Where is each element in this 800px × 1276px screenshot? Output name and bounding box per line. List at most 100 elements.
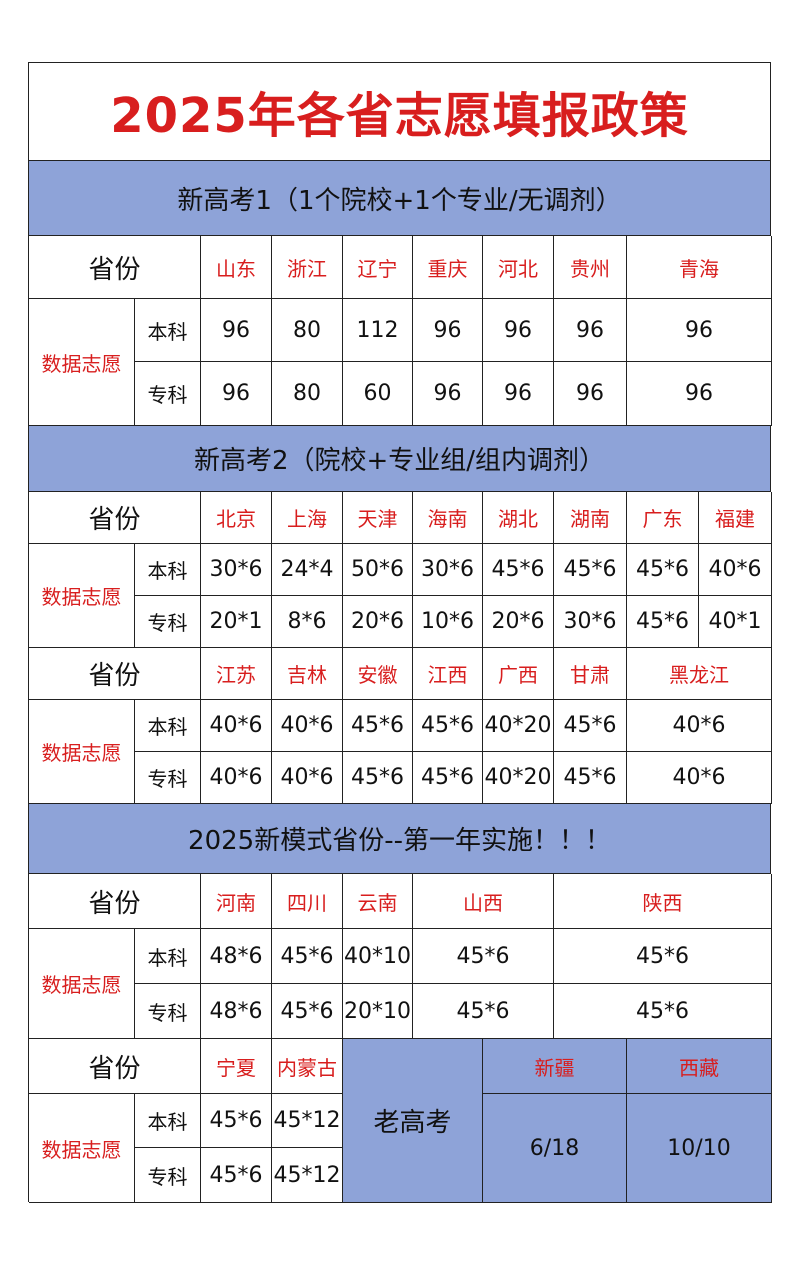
- value-cell: 20*6: [343, 596, 413, 648]
- province-name: 重庆: [413, 236, 483, 299]
- province-name: 新疆: [483, 1039, 627, 1094]
- value-cell: 40*1: [699, 596, 772, 648]
- province-name: 福建: [699, 492, 772, 544]
- value-cell: 45*6: [627, 596, 699, 648]
- value-cell: 96: [483, 299, 554, 362]
- value-cell: 60: [343, 362, 413, 426]
- value-cell: 40*10: [343, 929, 413, 984]
- province-name: 内蒙古: [272, 1039, 343, 1094]
- value-cell: 20*6: [483, 596, 554, 648]
- value-cell: 96: [554, 299, 627, 362]
- row-type-zhuanke: 专科: [135, 596, 201, 648]
- value-cell: 48*6: [201, 929, 272, 984]
- section1-heading: 新高考1（1个院校+1个专业/无调剂）: [28, 160, 771, 236]
- section2-heading: 新高考2（院校+专业组/组内调剂）: [28, 425, 771, 492]
- province-name: 山西: [413, 874, 554, 929]
- value-cell: 45*6: [201, 1094, 272, 1148]
- value-cell: 45*6: [413, 929, 554, 984]
- value-cell: 45*6: [413, 700, 483, 752]
- row-type-benke: 本科: [135, 544, 201, 596]
- value-cell: 40*20: [483, 752, 554, 804]
- value-cell: 40*20: [483, 700, 554, 752]
- row-type-zhuanke: 专科: [135, 752, 201, 804]
- province-name: 湖北: [483, 492, 554, 544]
- row-type-zhuanke: 专科: [135, 1148, 201, 1203]
- data-label: 数据志愿: [29, 544, 135, 648]
- value-cell: 45*6: [554, 700, 627, 752]
- value-cell: 45*6: [483, 544, 554, 596]
- value-cell: 20*10: [343, 984, 413, 1039]
- province-name: 上海: [272, 492, 343, 544]
- value-cell: 40*6: [699, 544, 772, 596]
- value-cell: 40*6: [272, 700, 343, 752]
- row-type-benke: 本科: [135, 299, 201, 362]
- value-cell: 50*6: [343, 544, 413, 596]
- value-cell: 30*6: [554, 596, 627, 648]
- province-name: 陕西: [554, 874, 772, 929]
- value-cell: 40*6: [201, 700, 272, 752]
- row-type-zhuanke: 专科: [135, 362, 201, 426]
- province-name: 北京: [201, 492, 272, 544]
- value-cell: 40*6: [201, 752, 272, 804]
- data-label: 数据志愿: [29, 929, 135, 1039]
- province-header: 省份: [29, 492, 201, 544]
- province-name: 吉林: [272, 648, 343, 700]
- value-cell: 96: [554, 362, 627, 426]
- value-cell: 96: [483, 362, 554, 426]
- province-header: 省份: [29, 648, 201, 700]
- value-cell: 45*6: [413, 752, 483, 804]
- value-cell: 45*6: [554, 984, 772, 1039]
- value-cell: 45*6: [272, 984, 343, 1039]
- province-name: 河北: [483, 236, 554, 299]
- province-name: 宁夏: [201, 1039, 272, 1094]
- value-cell: 45*12: [272, 1148, 343, 1203]
- value-cell: 40*6: [627, 752, 772, 804]
- province-name: 广东: [627, 492, 699, 544]
- data-label: 数据志愿: [29, 700, 135, 804]
- province-name: 河南: [201, 874, 272, 929]
- province-name: 四川: [272, 874, 343, 929]
- value-cell: 8*6: [272, 596, 343, 648]
- value-cell: 45*6: [554, 544, 627, 596]
- row-type-benke: 本科: [135, 1094, 201, 1148]
- value-cell: 20*1: [201, 596, 272, 648]
- province-header: 省份: [29, 1039, 201, 1094]
- value-cell: 96: [413, 362, 483, 426]
- value-cell: 45*6: [272, 929, 343, 984]
- value-cell: 80: [272, 299, 343, 362]
- value-cell: 96: [627, 299, 772, 362]
- section3-heading: 2025新模式省份--第一年实施！！！: [28, 803, 771, 874]
- value-cell: 45*6: [201, 1148, 272, 1203]
- province-name: 黑龙江: [627, 648, 772, 700]
- value-cell: 10*6: [413, 596, 483, 648]
- value-cell: 45*6: [343, 700, 413, 752]
- value-cell: 40*6: [627, 700, 772, 752]
- province-name: 贵州: [554, 236, 627, 299]
- value-cell: 45*12: [272, 1094, 343, 1148]
- province-name: 青海: [627, 236, 772, 299]
- old-gaokao-label: 老高考: [343, 1039, 483, 1203]
- province-name: 辽宁: [343, 236, 413, 299]
- province-name: 山东: [201, 236, 272, 299]
- province-name: 浙江: [272, 236, 343, 299]
- value-cell: 48*6: [201, 984, 272, 1039]
- value-cell: 96: [413, 299, 483, 362]
- data-label: 数据志愿: [29, 1094, 135, 1203]
- value-cell: 30*6: [201, 544, 272, 596]
- value-cell: 45*6: [627, 544, 699, 596]
- value-cell: 80: [272, 362, 343, 426]
- value-cell: 45*6: [343, 752, 413, 804]
- province-name: 海南: [413, 492, 483, 544]
- province-name: 安徽: [343, 648, 413, 700]
- value-cell: 96: [201, 362, 272, 426]
- province-header: 省份: [29, 874, 201, 929]
- old-value-cell: 10/10: [627, 1094, 772, 1203]
- province-name: 江西: [413, 648, 483, 700]
- province-name: 湖南: [554, 492, 627, 544]
- value-cell: 45*6: [554, 929, 772, 984]
- value-cell: 30*6: [413, 544, 483, 596]
- province-name: 云南: [343, 874, 413, 929]
- page-title: 2025年各省志愿填报政策: [110, 88, 689, 144]
- value-cell: 40*6: [272, 752, 343, 804]
- province-header: 省份: [29, 236, 201, 299]
